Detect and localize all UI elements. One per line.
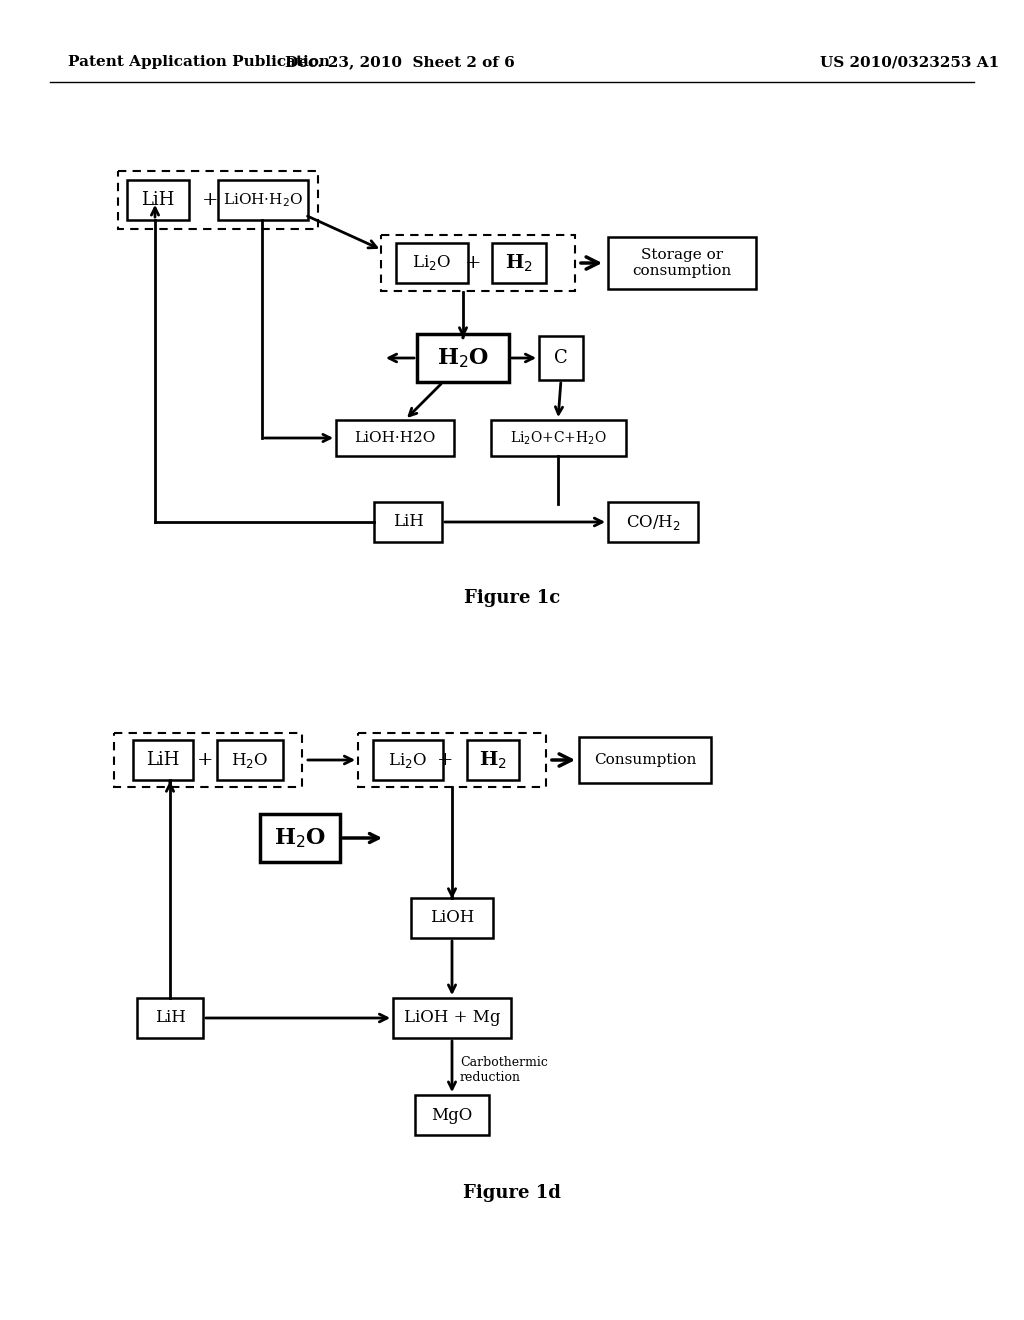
Text: H$_2$: H$_2$: [479, 750, 507, 771]
Bar: [467, 741, 519, 780]
Bar: [114, 733, 302, 787]
Text: Figure 1d: Figure 1d: [463, 1184, 561, 1203]
Text: LiH: LiH: [392, 513, 424, 531]
Bar: [336, 420, 454, 455]
Bar: [417, 334, 509, 381]
Text: LiH: LiH: [146, 751, 179, 770]
Text: MgO: MgO: [431, 1106, 473, 1123]
Bar: [133, 741, 193, 780]
Text: Figure 1c: Figure 1c: [464, 589, 560, 607]
Text: C: C: [554, 348, 568, 367]
Text: US 2010/0323253 A1: US 2010/0323253 A1: [820, 55, 999, 69]
Bar: [579, 737, 711, 783]
Text: H$_2$O: H$_2$O: [437, 346, 489, 370]
Bar: [218, 180, 308, 220]
Bar: [381, 235, 575, 290]
Text: Dec. 23, 2010  Sheet 2 of 6: Dec. 23, 2010 Sheet 2 of 6: [285, 55, 515, 69]
Bar: [358, 733, 546, 787]
Text: LiOH·H2O: LiOH·H2O: [354, 432, 435, 445]
Bar: [260, 814, 340, 862]
Text: Li$_2$O: Li$_2$O: [413, 253, 452, 272]
Bar: [118, 172, 318, 228]
Bar: [217, 741, 283, 780]
Bar: [137, 998, 203, 1038]
Text: Li$_2$O: Li$_2$O: [388, 751, 428, 770]
Text: LiOH$\cdot$H$_2$O: LiOH$\cdot$H$_2$O: [223, 191, 303, 209]
Text: Li$_2$O+C+H$_2$O: Li$_2$O+C+H$_2$O: [510, 429, 606, 446]
Bar: [374, 502, 442, 543]
Text: Consumption: Consumption: [594, 752, 696, 767]
Text: LiOH + Mg: LiOH + Mg: [403, 1010, 501, 1027]
Text: CO/H$_2$: CO/H$_2$: [626, 512, 680, 532]
Text: +: +: [202, 191, 218, 209]
Bar: [415, 1096, 489, 1135]
Bar: [608, 502, 698, 543]
Bar: [127, 180, 189, 220]
Text: Patent Application Publication: Patent Application Publication: [68, 55, 330, 69]
Text: H$_2$O: H$_2$O: [231, 751, 268, 770]
Text: H$_2$: H$_2$: [505, 252, 532, 273]
Bar: [411, 898, 493, 939]
Text: Storage or
consumption: Storage or consumption: [633, 248, 731, 279]
Bar: [539, 337, 583, 380]
Text: LiH: LiH: [141, 191, 175, 209]
Text: LiH: LiH: [155, 1010, 185, 1027]
Bar: [492, 243, 546, 282]
Bar: [393, 998, 511, 1038]
Bar: [490, 420, 626, 455]
Bar: [373, 741, 443, 780]
Text: LiOH: LiOH: [430, 909, 474, 927]
Text: H$_2$O: H$_2$O: [274, 826, 326, 850]
Text: Carbothermic
reduction: Carbothermic reduction: [460, 1056, 548, 1084]
Text: +: +: [437, 751, 454, 770]
Bar: [608, 238, 756, 289]
Bar: [396, 243, 468, 282]
Text: +: +: [465, 253, 481, 272]
Text: +: +: [197, 751, 213, 770]
